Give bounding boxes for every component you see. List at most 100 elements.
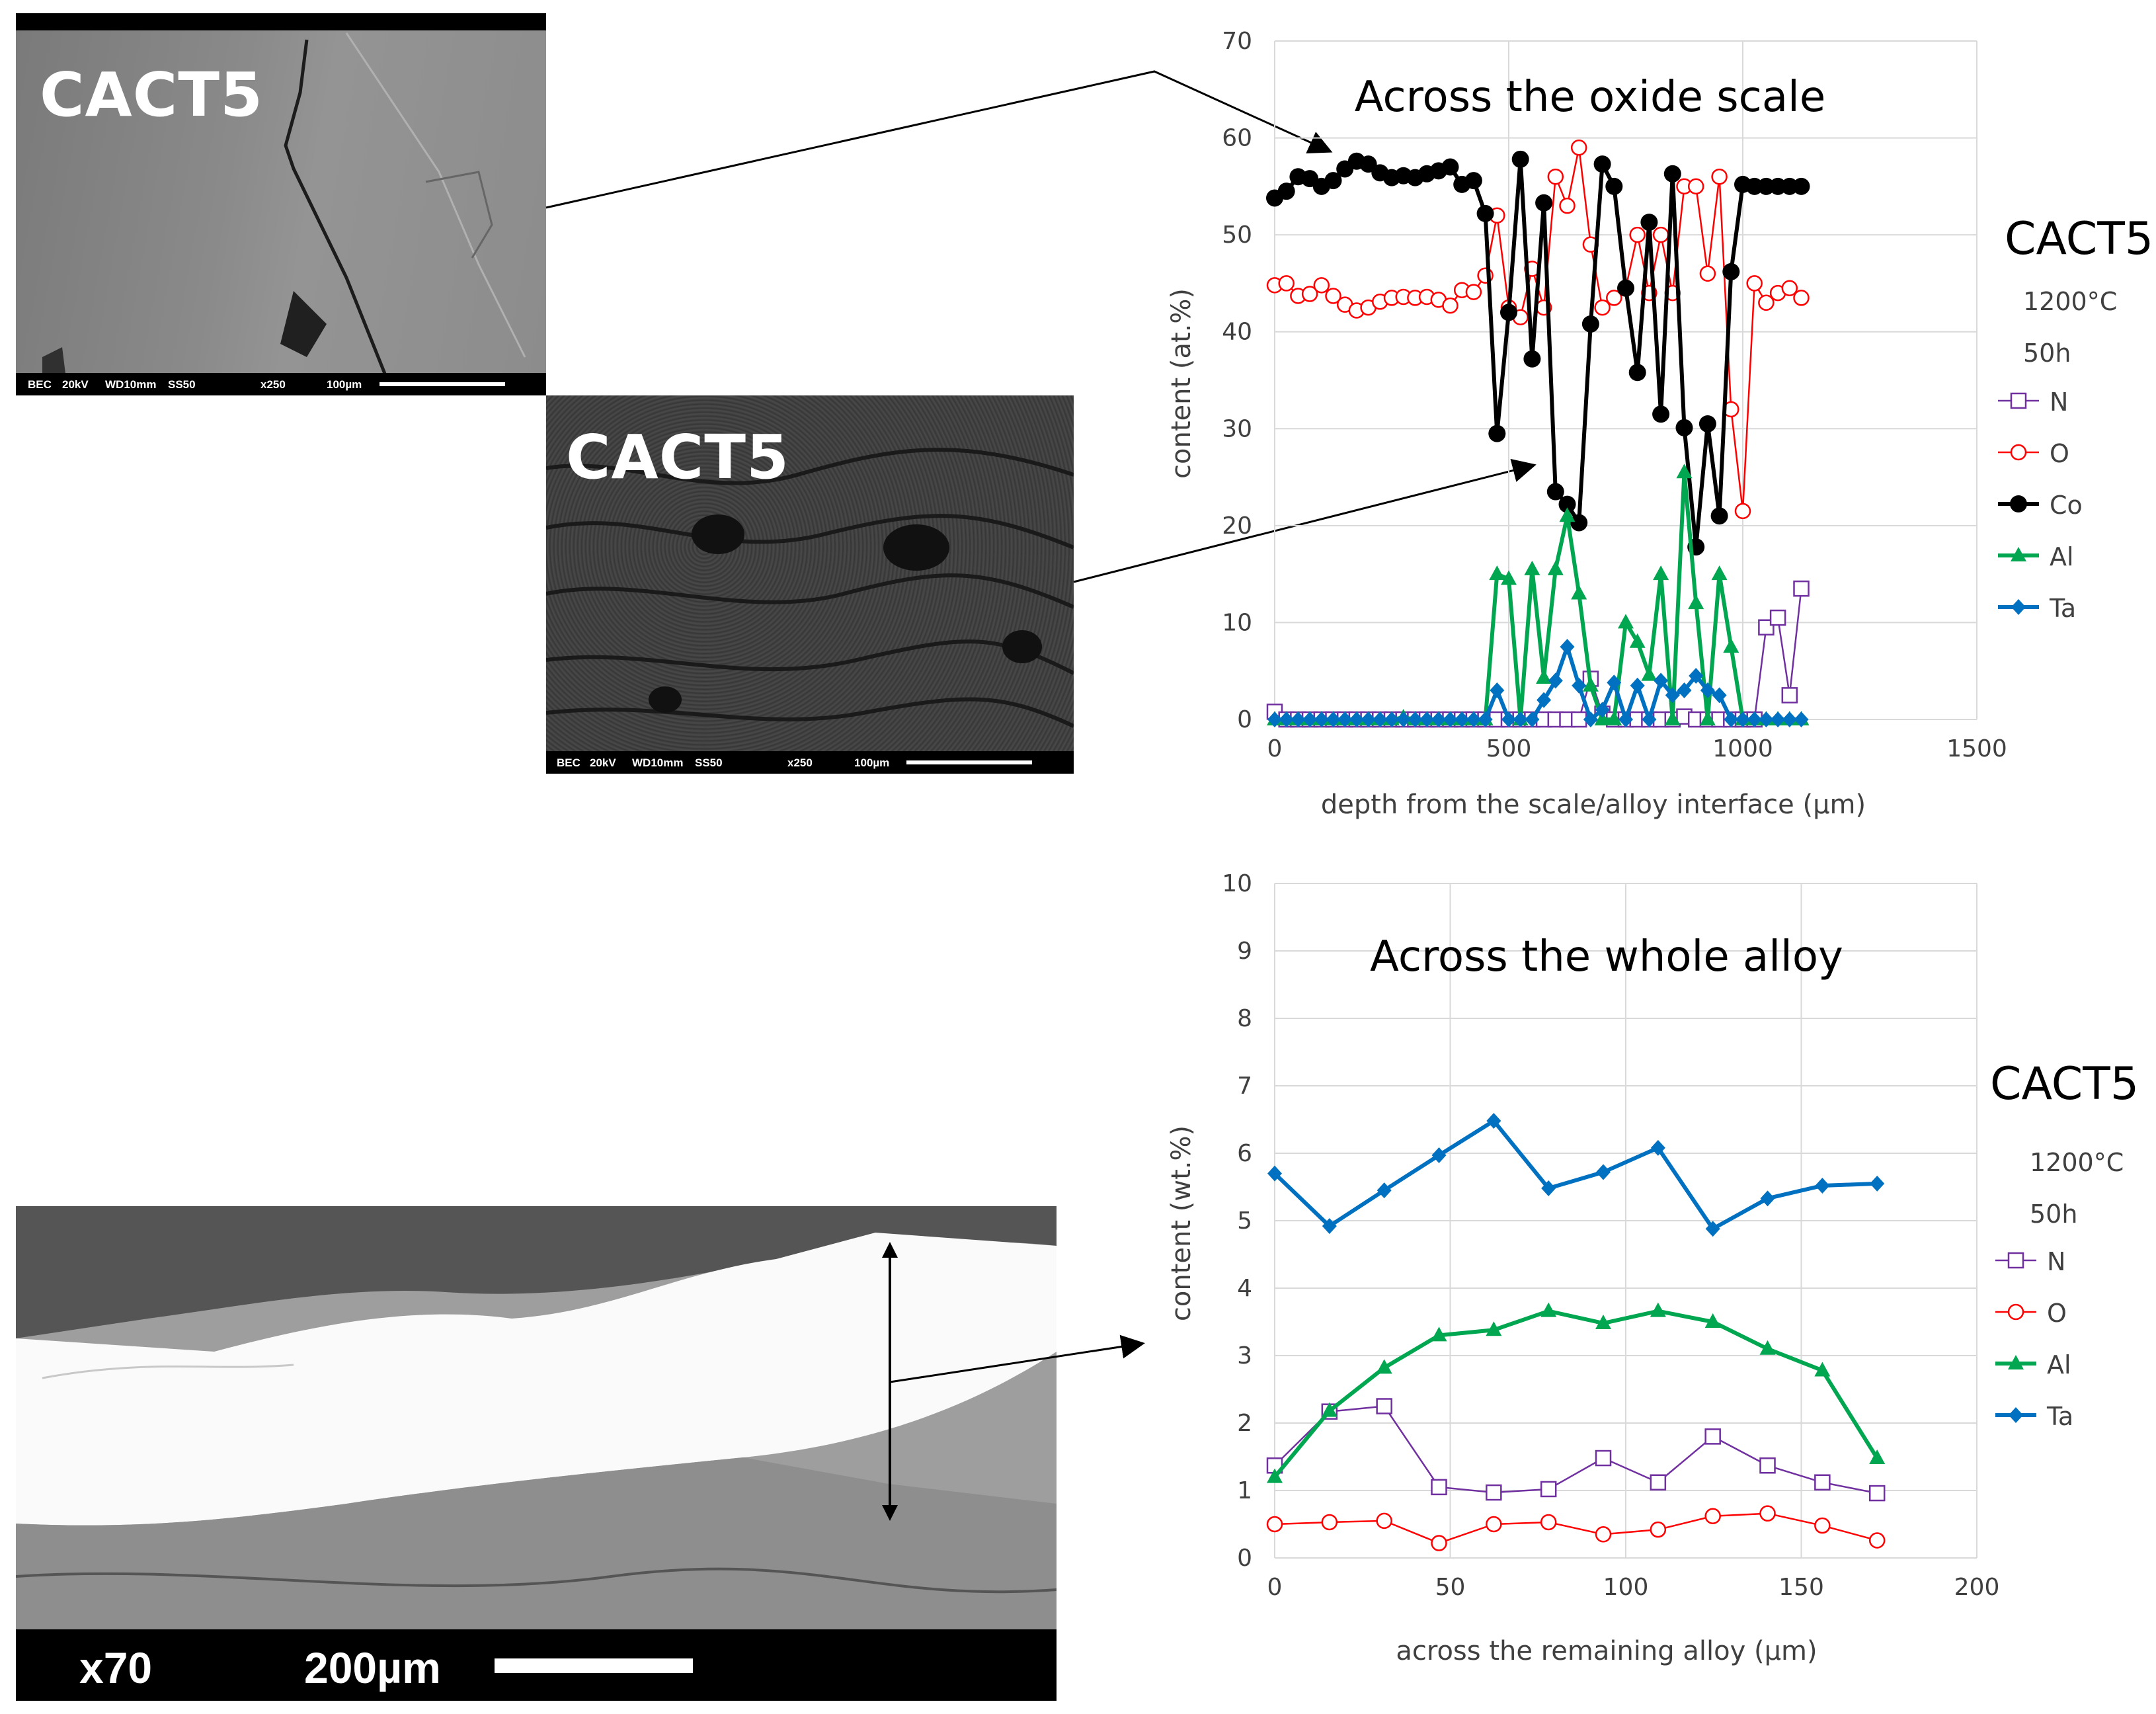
micrograph-middle-infobar: BEC 20kV WD10mm SS50 x250 100µm (546, 751, 1074, 774)
chart-whole-alloy-series-O (1266, 1505, 1886, 1551)
micrograph-middle-scalebar (906, 760, 1032, 764)
side-panel-bottom-time: 50h (2030, 1200, 2078, 1229)
side-panel-bottom-temp: 1200°C (2030, 1148, 2124, 1177)
chart-oxide-scale-point-Ta (1431, 712, 1446, 727)
chart-oxide-scale-point-Ta (1771, 712, 1786, 727)
chart-whole-alloy-ytick-label: 1 (1237, 1477, 1252, 1504)
chart-oxide-scale-ytick-label: 0 (1237, 706, 1252, 733)
chart-oxide-scale-point-Al (1699, 711, 1716, 725)
chart-oxide-scale-point-O (1465, 284, 1482, 300)
chart-oxide-scale-point-Al (1723, 638, 1739, 653)
chart-oxide-scale-point-O (1758, 294, 1775, 311)
legend-top-marker-O (2010, 444, 2027, 461)
side-panel-top-sample: CACT5 (2005, 213, 2154, 265)
chart-oxide-scale-point-Co (1277, 183, 1295, 200)
chart-oxide-scale-point-O (1547, 168, 1564, 185)
chart-oxide-scale-point-O (1629, 226, 1646, 243)
chart-oxide-scale-point-Co (1710, 507, 1728, 525)
chart-whole-alloy-point-Ta (1486, 1113, 1501, 1129)
chart-oxide-scale-point-Ta (1665, 687, 1680, 704)
chart-oxide-scale-point-Ta (1630, 677, 1645, 694)
micrograph-middle-mode: BEC (557, 756, 580, 769)
chart-whole-alloy-ytick-label: 8 (1237, 1005, 1252, 1032)
side-panel-bottom-sample: CACT5 (1990, 1058, 2139, 1110)
chart-whole-alloy-ytick-label: 7 (1237, 1073, 1252, 1100)
chart-oxide-scale-point-Al (1641, 666, 1657, 681)
chart-whole-alloy-point-Al (1431, 1326, 1447, 1342)
chart-oxide-scale-point-Ta (1537, 692, 1552, 708)
chart-oxide-scale-point-Co (1523, 350, 1541, 368)
chart-whole-alloy-yticks: 0 1 2 3 4 5 6 7 8 9 10 (1222, 870, 1252, 1572)
legend-bottom-swatch-Al (1995, 1355, 2036, 1369)
chart-whole-alloy-point-Ta (1322, 1218, 1337, 1235)
chart-whole-alloy-line-N (1274, 1405, 1878, 1494)
chart-oxide-scale-point-Al (1489, 565, 1505, 581)
chart-oxide-scale-point-Al (1606, 711, 1622, 725)
chart-whole-alloy-point-O (1868, 1532, 1886, 1549)
legend-top-swatch-Al (1998, 547, 2039, 561)
chart-whole-alloy-xlabel: across the remaining alloy (µm) (1396, 1636, 1817, 1666)
micrograph-middle-ss: SS50 (695, 756, 723, 769)
chart-whole-alloy-line-O (1274, 1512, 1878, 1544)
chart-oxide-scale-point-Co (1488, 425, 1506, 442)
chart-oxide-scale-point-Al (1653, 565, 1669, 581)
micrograph-top-ss: SS50 (168, 378, 196, 391)
chart-whole-alloy-point-O (1376, 1512, 1392, 1530)
chart-whole-alloy-point-Ta (1541, 1180, 1556, 1197)
legend-bottom-marker-Ta (2009, 1407, 2023, 1423)
chart-oxide-scale-point-Co (1324, 172, 1342, 190)
chart-whole-alloy-xtick-label: 100 (1603, 1574, 1649, 1601)
chart-oxide-scale-point-Al (1594, 711, 1611, 725)
chart-oxide-scale-point-Ta (1490, 682, 1505, 699)
chart-oxide-scale-point-O (1687, 178, 1704, 195)
chart-oxide-scale-point-Ta (1712, 687, 1727, 704)
chart-whole-alloy-point-O (1431, 1535, 1447, 1551)
chart-whole-alloy-point-Al (1595, 1315, 1612, 1330)
chart-oxide-scale-point-Al (1676, 464, 1693, 479)
side-panel-top-legend: N O Co Al Ta (1997, 384, 2155, 661)
chart-oxide-scale-point-Al (1571, 585, 1587, 600)
micrograph-top-scale: 100µm (327, 378, 362, 391)
legend-top-swatch-O (1998, 444, 2039, 461)
chart-oxide-scale-point-O (1570, 139, 1587, 156)
chart-oxide-scale-point-O (1301, 286, 1318, 302)
chart-oxide-scale-point-Co (1535, 194, 1553, 212)
chart-whole-alloy: Across the whole alloy 0 50 100 150 200 0 1 2 3… (1124, 860, 2000, 1701)
micrograph-top-label: CACT5 (40, 60, 264, 130)
chart-oxide-scale-point-O (1559, 197, 1576, 214)
chart-oxide-scale-point-O (1711, 168, 1728, 185)
micrograph-bottom-infobar: x70 200µm (16, 1629, 1057, 1701)
micrograph-middle-mag: x250 (787, 756, 813, 769)
legend-top-swatch-N (1998, 392, 2039, 409)
legend-bottom-label-Al: Al (2047, 1350, 2071, 1379)
legend-bottom-label-N: N (2047, 1247, 2066, 1276)
chart-whole-alloy-point-Ta (1596, 1164, 1611, 1180)
micrograph-middle-bands (546, 448, 1074, 728)
chart-oxide-scale-point-Co (1476, 204, 1494, 222)
chart-whole-alloy-grid (1274, 883, 1977, 1559)
chart-whole-alloy-xtick-label: 150 (1778, 1574, 1824, 1601)
chart-whole-alloy-point-Ta (1705, 1221, 1720, 1237)
chart-oxide-scale-point-Co (1792, 177, 1810, 195)
chart-whole-alloy-point-Al (1376, 1359, 1392, 1374)
micrograph-middle: CACT5 BEC 20kV WD10mm SS50 x250 100µm (546, 395, 1074, 774)
chart-oxide-scale-series-N (1266, 580, 1810, 728)
micrograph-middle-kv: 20kV (590, 756, 616, 769)
chart-oxide-scale-point-Ta (1384, 712, 1399, 727)
chart-oxide-scale-series-O (1266, 139, 1810, 520)
chart-whole-alloy-ytick-label: 0 (1237, 1545, 1252, 1572)
chart-whole-alloy-xtick-label: 200 (1954, 1574, 2000, 1601)
chart-whole-alloy-svg: Across the whole alloy 0 50 100 150 200 0 1 2 3… (1166, 870, 2000, 1666)
chart-oxide-scale-point-Ta (1642, 712, 1657, 727)
chart-whole-alloy-ytick-label: 3 (1237, 1342, 1252, 1369)
chart-whole-alloy-point-N (1650, 1474, 1667, 1491)
legend-bottom-swatch-N (1995, 1252, 2036, 1269)
chart-oxide-scale-point-Co (1628, 364, 1646, 382)
legend-bottom-swatch-O (1995, 1303, 2036, 1321)
legend-top-label-Co: Co (2050, 491, 2083, 520)
chart-whole-alloy-point-N (1376, 1398, 1392, 1414)
chart-oxide-scale-point-N (1769, 609, 1786, 626)
chart-oxide-scale-ytick-label: 40 (1222, 319, 1252, 346)
chart-oxide-scale-point-Co (1593, 155, 1611, 173)
micrograph-top-mag: x250 (260, 378, 286, 391)
